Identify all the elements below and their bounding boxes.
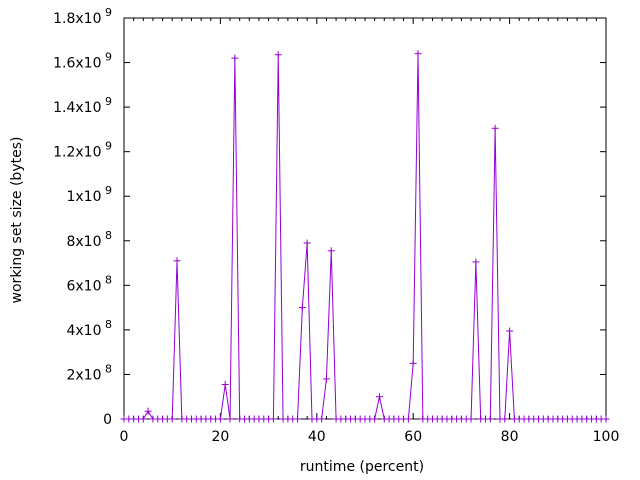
plot-frame	[123, 17, 607, 420]
data-point	[303, 239, 311, 247]
y-axis-title: working set size (bytes)	[9, 137, 25, 304]
y-tick-label: 0	[103, 412, 112, 428]
data-point	[404, 415, 412, 423]
y-tick-label: 1x10 9	[66, 184, 112, 205]
y-tick-label: 4x10 8	[66, 318, 112, 339]
x-tick-label: 80	[501, 429, 519, 445]
data-point	[221, 380, 229, 388]
data-point	[318, 415, 326, 423]
data-point	[216, 415, 224, 423]
data-point	[226, 415, 234, 423]
data-point	[327, 247, 335, 255]
x-tick-label: 100	[593, 429, 620, 445]
y-tick-label: 1.2x10 9	[53, 140, 112, 161]
data-point	[274, 51, 282, 59]
data-point	[294, 415, 302, 423]
data-point	[486, 415, 494, 423]
y-tick-label: 1.4x10 9	[53, 95, 112, 116]
data-point	[506, 327, 514, 335]
data-point	[371, 415, 379, 423]
data-point	[298, 304, 306, 312]
x-tick-label: 0	[120, 429, 129, 445]
y-tick-label: 2x10 8	[66, 362, 112, 383]
data-point	[501, 415, 509, 423]
y-tick-label: 6x10 8	[66, 273, 112, 294]
y-tick-label: 1.6x10 9	[53, 51, 112, 72]
y-tick-label: 1.8x10 9	[53, 6, 112, 27]
x-tick-label: 40	[308, 429, 326, 445]
data-point	[139, 415, 147, 423]
series-line	[124, 53, 606, 420]
data-point	[231, 54, 239, 62]
data-point	[375, 393, 383, 401]
data-point	[602, 415, 610, 423]
data-point	[168, 415, 176, 423]
y-tick-label: 8x10 8	[66, 229, 112, 250]
x-tick-label: 60	[404, 429, 422, 445]
data-point	[269, 415, 277, 423]
x-axis-title: runtime (percent)	[300, 459, 424, 475]
x-tick-label: 20	[211, 429, 229, 445]
data-point	[409, 359, 417, 367]
data-point	[491, 124, 499, 132]
data-point	[144, 407, 152, 415]
data-point	[472, 258, 480, 266]
data-point	[414, 50, 422, 58]
data-point	[467, 415, 475, 423]
data-point	[173, 257, 181, 265]
data-point	[322, 375, 330, 383]
